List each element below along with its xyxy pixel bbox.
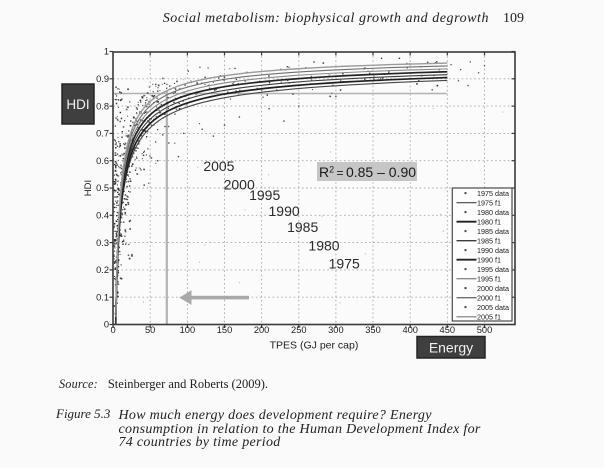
svg-text:1985 data: 1985 data xyxy=(477,227,509,236)
svg-text:1990: 1990 xyxy=(269,203,300,219)
svg-text:HDI: HDI xyxy=(66,97,89,112)
svg-text:2005 data: 2005 data xyxy=(477,303,509,312)
svg-text:0.6: 0.6 xyxy=(96,156,109,166)
svg-text:1980 data: 1980 data xyxy=(477,208,509,217)
svg-text:0.7: 0.7 xyxy=(96,129,109,139)
svg-text:500: 500 xyxy=(477,325,493,335)
svg-text:0.2: 0.2 xyxy=(96,265,109,275)
svg-text:TPES (GJ per cap): TPES (GJ per cap) xyxy=(270,340,359,352)
svg-text:2005: 2005 xyxy=(203,158,234,174)
svg-text:0.9: 0.9 xyxy=(96,74,109,84)
svg-text:2005 f1: 2005 f1 xyxy=(477,312,501,321)
svg-text:1980 f1: 1980 f1 xyxy=(477,217,501,226)
svg-text:Energy: Energy xyxy=(429,340,473,356)
svg-text:1990 data: 1990 data xyxy=(477,246,509,255)
svg-text:1980: 1980 xyxy=(308,238,339,254)
svg-text:200: 200 xyxy=(254,325,270,335)
svg-text:1975: 1975 xyxy=(329,256,360,272)
svg-text:1995: 1995 xyxy=(249,187,280,203)
svg-text:1975 f1: 1975 f1 xyxy=(477,198,501,207)
svg-text:0.3: 0.3 xyxy=(96,238,109,248)
svg-text:2000 f1: 2000 f1 xyxy=(477,293,501,302)
svg-text:2000 data: 2000 data xyxy=(477,284,509,293)
svg-text:0.4: 0.4 xyxy=(96,211,109,221)
svg-text:0.1: 0.1 xyxy=(96,292,109,302)
svg-text:1985 f1: 1985 f1 xyxy=(477,236,501,245)
svg-text:150: 150 xyxy=(217,325,233,335)
svg-text:350: 350 xyxy=(365,325,381,335)
svg-text:50: 50 xyxy=(145,325,155,335)
svg-text:0.5: 0.5 xyxy=(96,183,109,193)
svg-text:1995 data: 1995 data xyxy=(477,265,509,274)
svg-text:1: 1 xyxy=(104,47,109,57)
svg-text:1990 f1: 1990 f1 xyxy=(477,255,501,264)
svg-text:R2 = 0.85 – 0.90: R2 = 0.85 – 0.90 xyxy=(319,164,416,180)
svg-text:0.8: 0.8 xyxy=(96,101,109,111)
svg-text:1975 data: 1975 data xyxy=(477,189,509,198)
svg-text:0: 0 xyxy=(111,325,116,335)
svg-text:0: 0 xyxy=(104,320,109,330)
svg-text:250: 250 xyxy=(291,325,307,335)
svg-text:2000: 2000 xyxy=(224,176,255,192)
svg-text:100: 100 xyxy=(180,325,196,335)
svg-text:1995 f1: 1995 f1 xyxy=(477,274,501,283)
svg-text:1985: 1985 xyxy=(287,219,318,235)
svg-text:300: 300 xyxy=(328,325,344,335)
svg-text:HDI: HDI xyxy=(83,180,94,196)
svg-text:400: 400 xyxy=(402,325,418,335)
svg-text:450: 450 xyxy=(440,325,456,335)
